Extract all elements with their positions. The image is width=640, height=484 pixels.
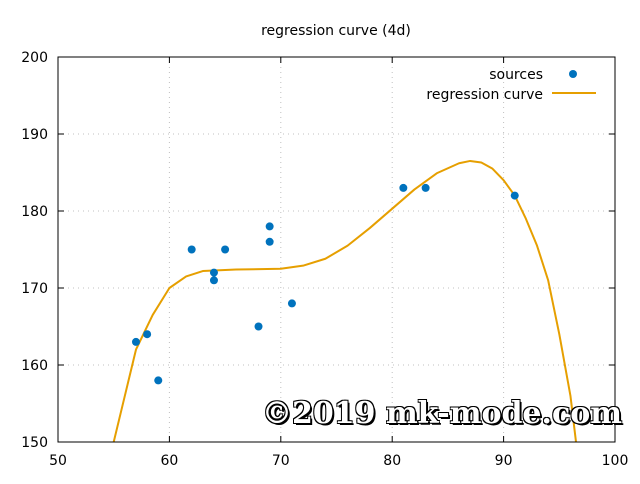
data-point-source (221, 245, 230, 254)
data-point-source (421, 183, 430, 192)
tick-label-y: 190 (21, 127, 48, 143)
data-point-source (131, 337, 140, 346)
data-point-source (287, 299, 296, 308)
chart-title: regression curve (4d) (261, 23, 411, 39)
tick-label-x: 70 (272, 453, 290, 469)
tick-label-y: 200 (21, 50, 48, 66)
grid (58, 57, 615, 442)
tick-label-y: 170 (21, 281, 48, 297)
data-point-source (143, 330, 152, 339)
data-point-source (209, 268, 218, 277)
data-point-source (187, 245, 196, 254)
tick-label-x: 50 (49, 453, 67, 469)
tick-label-x: 100 (602, 453, 629, 469)
legend: sources regression curve (426, 67, 596, 103)
tick-label-y: 150 (21, 435, 48, 451)
data-point-source (265, 222, 274, 231)
legend-label-regression-curve: regression curve (426, 87, 543, 103)
tick-label-x: 80 (383, 453, 401, 469)
tick-label-x: 90 (495, 453, 513, 469)
data-point-source (399, 183, 408, 192)
plot-area (112, 159, 578, 442)
data-point-source (154, 376, 163, 385)
data-point-source (209, 276, 218, 285)
regression-curve-line (112, 159, 578, 442)
legend-marker-sources (569, 70, 577, 78)
watermark: ©2019 mk-mode.com (262, 396, 622, 431)
tick-label-y: 180 (21, 204, 48, 220)
data-point-source (254, 322, 263, 331)
data-point-source (265, 237, 274, 246)
plot-frame (57, 56, 616, 443)
legend-label-sources: sources (489, 67, 543, 83)
data-point-source (510, 191, 519, 200)
tick-label-x: 60 (160, 453, 178, 469)
tick-label-y: 160 (21, 358, 48, 374)
